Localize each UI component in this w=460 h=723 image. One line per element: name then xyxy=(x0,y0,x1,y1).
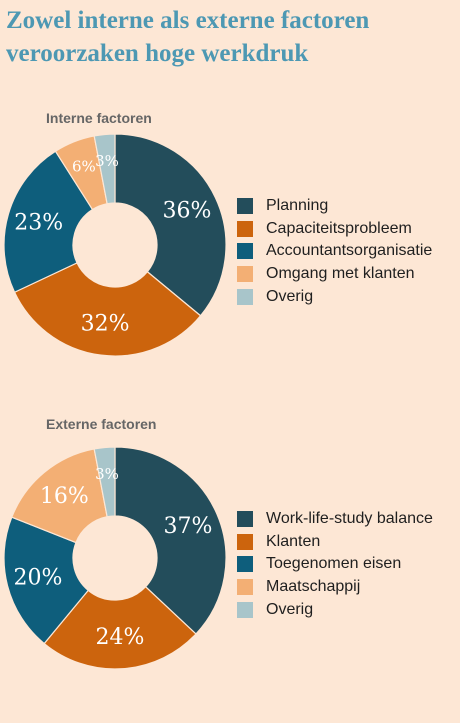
slice-label-overig: 3% xyxy=(95,465,119,483)
slice-label-omgang-met-klanten: 6% xyxy=(72,157,96,175)
slice-overig xyxy=(93,446,116,518)
legend-label: Maatschappij xyxy=(266,578,361,596)
slice-label-overig: 3% xyxy=(95,152,119,170)
legend-swatch xyxy=(237,601,253,618)
legend-item-maatschappij: Maatschappij xyxy=(237,576,460,599)
legend-swatch xyxy=(237,266,253,283)
legend-item-overig: Overig xyxy=(237,285,460,308)
legend-label: Overig xyxy=(266,600,314,618)
chart-title-interne: Interne factoren xyxy=(46,110,152,126)
legend-label: Work-life-study balance xyxy=(266,510,433,528)
chart-title-externe: Externe factoren xyxy=(46,416,157,432)
slice-label-accountantsorganisatie: 23% xyxy=(14,210,63,235)
legend-label: Toegenomen eisen xyxy=(266,555,402,573)
legend-swatch xyxy=(237,243,253,260)
legend-item-toegenomen-eisen: Toegenomen eisen xyxy=(237,553,460,576)
legend-swatch xyxy=(237,556,253,573)
legend-label: Klanten xyxy=(266,532,321,550)
slice-label-toegenomen-eisen: 20% xyxy=(14,565,63,590)
legend-label: Omgang met klanten xyxy=(266,265,415,283)
slice-label-klanten: 24% xyxy=(96,625,145,650)
slice-maatschappij xyxy=(11,448,108,544)
slice-accountantsorganisatie xyxy=(3,150,94,294)
slice-planning xyxy=(114,133,227,317)
legend-interne: Planning Capaciteitsprobleem Accountantsor… xyxy=(237,195,460,308)
slice-label-planning: 36% xyxy=(162,199,211,224)
legend-swatch xyxy=(237,579,253,596)
legend-swatch xyxy=(237,511,253,528)
slice-toegenomen-eisen xyxy=(3,516,90,645)
legend-item-accountantsorganisatie: Accountantsorganisatie xyxy=(237,240,460,263)
legend-swatch xyxy=(237,288,253,305)
legend-item-capaciteitsprobleem: Capaciteitsprobleem xyxy=(237,218,460,241)
slice-klanten xyxy=(43,585,197,670)
donut-chart-externe: 37% 24% 20% 16% 3% xyxy=(3,446,227,670)
legend-item-overig: Overig xyxy=(237,598,460,621)
slice-work-life-study-balance xyxy=(114,446,227,635)
slice-overig xyxy=(93,133,116,205)
slice-label-capaciteitsprobleem: 32% xyxy=(81,311,130,336)
slice-capaciteitsprobleem xyxy=(13,262,202,357)
legend-item-omgang-met-klanten: Omgang met klanten xyxy=(237,263,460,286)
donut-chart-interne: 36% 32% 23% 6% 3% xyxy=(3,133,227,357)
legend-item-klanten: Klanten xyxy=(237,531,460,554)
legend-swatch xyxy=(237,198,253,215)
legend-externe: Work-life-study balance Klanten Toegenomen… xyxy=(237,508,460,621)
legend-label: Planning xyxy=(266,197,329,215)
legend-swatch xyxy=(237,220,253,237)
page-title: Zowel interne als externe factoren veroo… xyxy=(6,7,370,67)
legend-label: Accountantsorganisatie xyxy=(266,242,433,260)
legend-label: Overig xyxy=(266,287,314,305)
slice-label-maatschappij: 16% xyxy=(40,484,89,509)
legend-item-work-life-study-balance: Work-life-study balance xyxy=(237,508,460,531)
legend-item-planning: Planning xyxy=(237,195,460,218)
legend-label: Capaciteitsprobleem xyxy=(266,219,412,237)
legend-swatch xyxy=(237,533,253,550)
slice-label-work-life-study-balance: 37% xyxy=(164,514,213,539)
